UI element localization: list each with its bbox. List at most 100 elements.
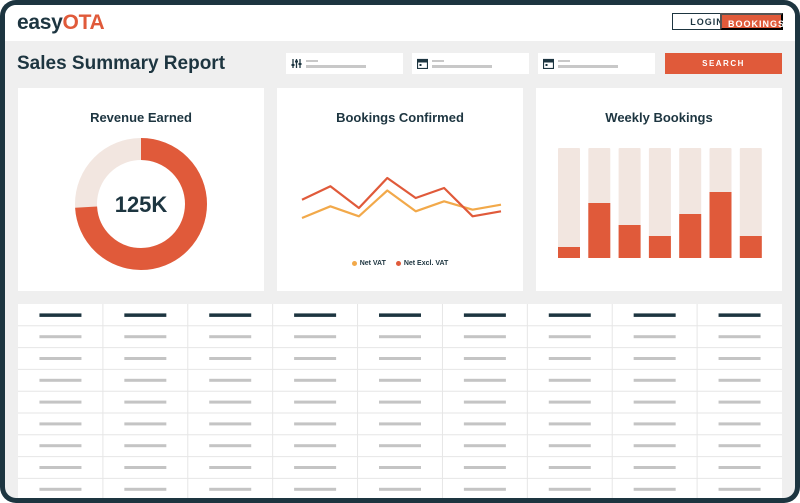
legend-item-net-excl-vat: Net Excl. VAT (395, 260, 448, 267)
table-cell (294, 444, 337, 448)
bar (679, 214, 702, 258)
table-cell (39, 357, 82, 360)
table-header-cell (379, 313, 421, 317)
search-button[interactable]: SEARCH (665, 53, 782, 74)
bookings-card-title: Bookings Confirmed (336, 110, 464, 125)
table-cell (124, 400, 167, 404)
table-cell (463, 378, 506, 382)
table-cell (718, 444, 761, 448)
table-cell (294, 466, 337, 469)
bar (618, 225, 641, 258)
table-cell (209, 378, 252, 382)
table-cell (548, 487, 591, 491)
table-cell (294, 487, 337, 491)
table-cell (718, 335, 761, 339)
table-cell (463, 335, 506, 339)
table-cell (633, 466, 676, 469)
table-cell (633, 335, 676, 339)
table-cell (209, 487, 252, 491)
table-cell (379, 466, 421, 469)
table-cell (548, 335, 591, 339)
table-cell (39, 466, 82, 469)
table-cell (379, 378, 421, 382)
series-line-1 (301, 176, 502, 218)
line-legend: Net VAT Net Excl. VAT (277, 260, 523, 267)
placeholder-line (432, 65, 492, 68)
table-cell (379, 422, 421, 426)
bookings-button[interactable]: BOOKINGS (720, 13, 784, 30)
table-cell (209, 444, 252, 448)
table-cell (463, 357, 506, 360)
legend-label: Net VAT (359, 260, 386, 267)
placeholder-line (558, 60, 570, 62)
top-header: easyOTA LOGIN BOOKINGS (5, 5, 795, 41)
weekly-bar-chart (558, 148, 762, 258)
table-cell (633, 487, 676, 491)
table-cell (39, 422, 82, 426)
table-header-cell (718, 313, 761, 317)
table-cell (294, 357, 337, 360)
table-cell (39, 378, 82, 382)
table-cell (294, 422, 337, 426)
placeholder-line (306, 60, 318, 62)
bookings-line-chart (301, 176, 502, 220)
sliders-icon (291, 59, 302, 68)
table-cell (548, 400, 591, 404)
table-cell (718, 487, 761, 491)
table-cell (124, 422, 167, 426)
table-cell (209, 357, 252, 360)
bar (739, 236, 762, 258)
table-cell (718, 378, 761, 382)
table-header-cell (463, 313, 506, 317)
revenue-donut-chart: 125K (75, 138, 207, 270)
table-cell (718, 400, 761, 404)
table-cell (209, 335, 252, 339)
legend-item-net-vat: Net VAT (351, 260, 386, 267)
table-cell (379, 357, 421, 360)
placeholder-line (432, 60, 444, 62)
table-cell (718, 357, 761, 360)
table-cell (379, 400, 421, 404)
data-table (18, 304, 782, 498)
table-cell (633, 378, 676, 382)
calendar-icon (417, 58, 428, 69)
table-cell (294, 400, 337, 404)
bar (709, 192, 732, 258)
revenue-card: Revenue Earned 125K (18, 88, 264, 291)
table-cell (548, 378, 591, 382)
brand-logo[interactable]: easyOTA (17, 11, 105, 35)
app-screen: easyOTA LOGIN BOOKINGS Sales Summary Rep… (5, 5, 795, 498)
bookings-card: Bookings Confirmed Net VAT Net Excl. VAT (277, 88, 523, 291)
table-header-cell (633, 313, 676, 317)
table-cell (39, 487, 82, 491)
table-cell (379, 444, 421, 448)
bar (558, 247, 580, 258)
table-cell (124, 378, 167, 382)
bar-track (739, 148, 762, 258)
table-cell (463, 422, 506, 426)
logo-prefix: easy (17, 11, 63, 34)
table-cell (209, 466, 252, 469)
table-cell (294, 378, 337, 382)
table-cell (633, 444, 676, 448)
revenue-card-title: Revenue Earned (90, 110, 192, 125)
revenue-value: 125K (115, 192, 168, 217)
table-cell (548, 422, 591, 426)
table-cell (548, 466, 591, 469)
logo-accent: OTA (62, 11, 105, 34)
table-cell (39, 400, 82, 404)
table-cell (463, 487, 506, 491)
donut-fill (75, 138, 207, 270)
filter-field-options[interactable] (286, 53, 403, 74)
table-cell (548, 357, 591, 360)
legend-dot (395, 260, 401, 266)
table-header-cell (548, 313, 591, 317)
table-cell (718, 422, 761, 426)
series-line-0 (301, 189, 502, 220)
weekly-card: Weekly Bookings (536, 88, 782, 291)
table-header-cell (124, 313, 167, 317)
table-header-cell (39, 313, 82, 317)
filter-field-start-date[interactable] (412, 53, 529, 74)
filter-field-end-date[interactable] (538, 53, 655, 74)
